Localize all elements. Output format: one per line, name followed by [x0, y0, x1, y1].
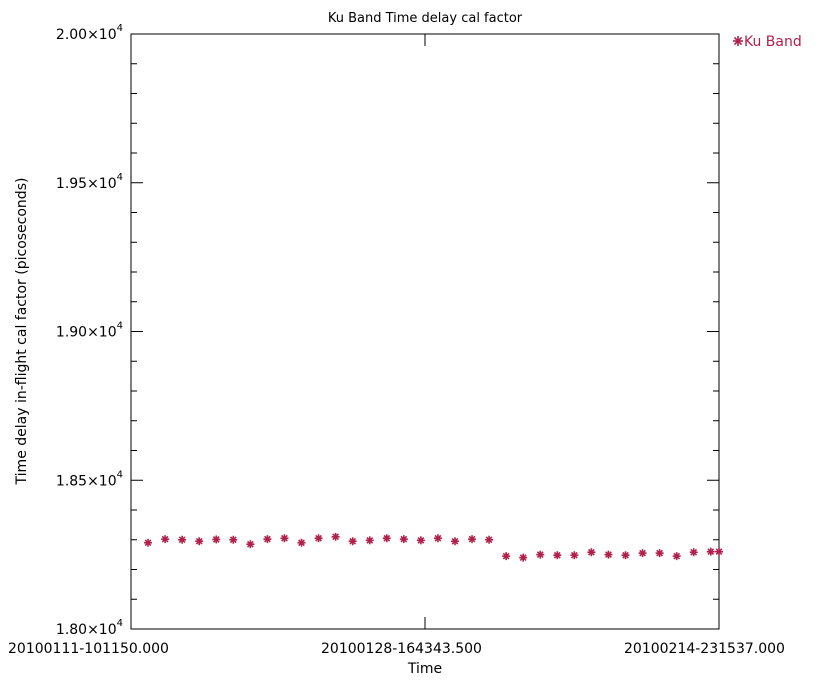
y-axis-label: Time delay in-flight cal factor (picosec… — [14, 178, 30, 486]
y-tick-label: 1.90×104 — [56, 321, 123, 341]
data-point — [195, 537, 204, 546]
data-point — [485, 535, 494, 544]
y-axis-ticks — [131, 33, 719, 630]
data-point — [715, 547, 723, 556]
data-point — [382, 534, 391, 543]
data-point — [689, 548, 698, 557]
data-point — [706, 547, 715, 556]
data-point — [212, 535, 221, 544]
y-tick-label: 1.80×104 — [56, 618, 123, 638]
data-point — [468, 535, 477, 544]
legend: Ku Band — [733, 34, 802, 50]
x-tick-label: 20100111-101150.000 — [8, 641, 169, 657]
data-point — [263, 535, 272, 544]
legend-label-ku-band: Ku Band — [744, 34, 802, 50]
data-point — [570, 551, 579, 560]
data-point — [450, 537, 459, 546]
data-point — [587, 548, 596, 557]
data-point — [348, 537, 357, 546]
data-point — [433, 534, 442, 543]
x-tick-label: 20100128-164343.500 — [321, 641, 482, 657]
y-tick-label: 1.85×104 — [56, 469, 123, 489]
data-point — [519, 553, 528, 562]
data-point — [144, 538, 153, 547]
data-point — [536, 550, 545, 559]
data-point — [553, 551, 562, 560]
x-tick-label: 20100214-231537.000 — [624, 641, 785, 657]
y-tick-label: 1.95×104 — [56, 172, 123, 192]
data-point — [229, 535, 238, 544]
data-point — [502, 552, 511, 561]
legend-marker-asterisk-icon — [733, 36, 743, 46]
data-point — [416, 536, 425, 545]
data-point — [672, 552, 681, 561]
data-point — [621, 551, 630, 560]
data-point — [365, 536, 374, 545]
data-point — [604, 550, 613, 559]
data-points — [144, 532, 723, 562]
data-point — [246, 540, 255, 549]
x-axis-ticks — [130, 34, 720, 629]
data-point — [655, 549, 664, 558]
legend-asterisk — [733, 36, 743, 46]
data-point — [638, 549, 647, 558]
data-point — [399, 535, 408, 544]
x-axis-label: Time — [407, 661, 442, 677]
data-point — [314, 534, 323, 543]
y-axis-tick-labels: 1.80×104 1.85×104 1.90×104 1.95×104 2.00×104 — [56, 23, 123, 638]
data-point — [178, 535, 187, 544]
chart-title: Ku Band Time delay cal factor — [328, 11, 523, 26]
data-point — [280, 534, 289, 543]
data-point — [161, 535, 170, 544]
y-tick-label: 2.00×104 — [56, 23, 123, 43]
data-point — [331, 532, 340, 541]
x-axis-tick-labels: 20100111-101150.000 20100128-164343.500 20… — [8, 641, 785, 657]
data-point — [297, 538, 306, 547]
